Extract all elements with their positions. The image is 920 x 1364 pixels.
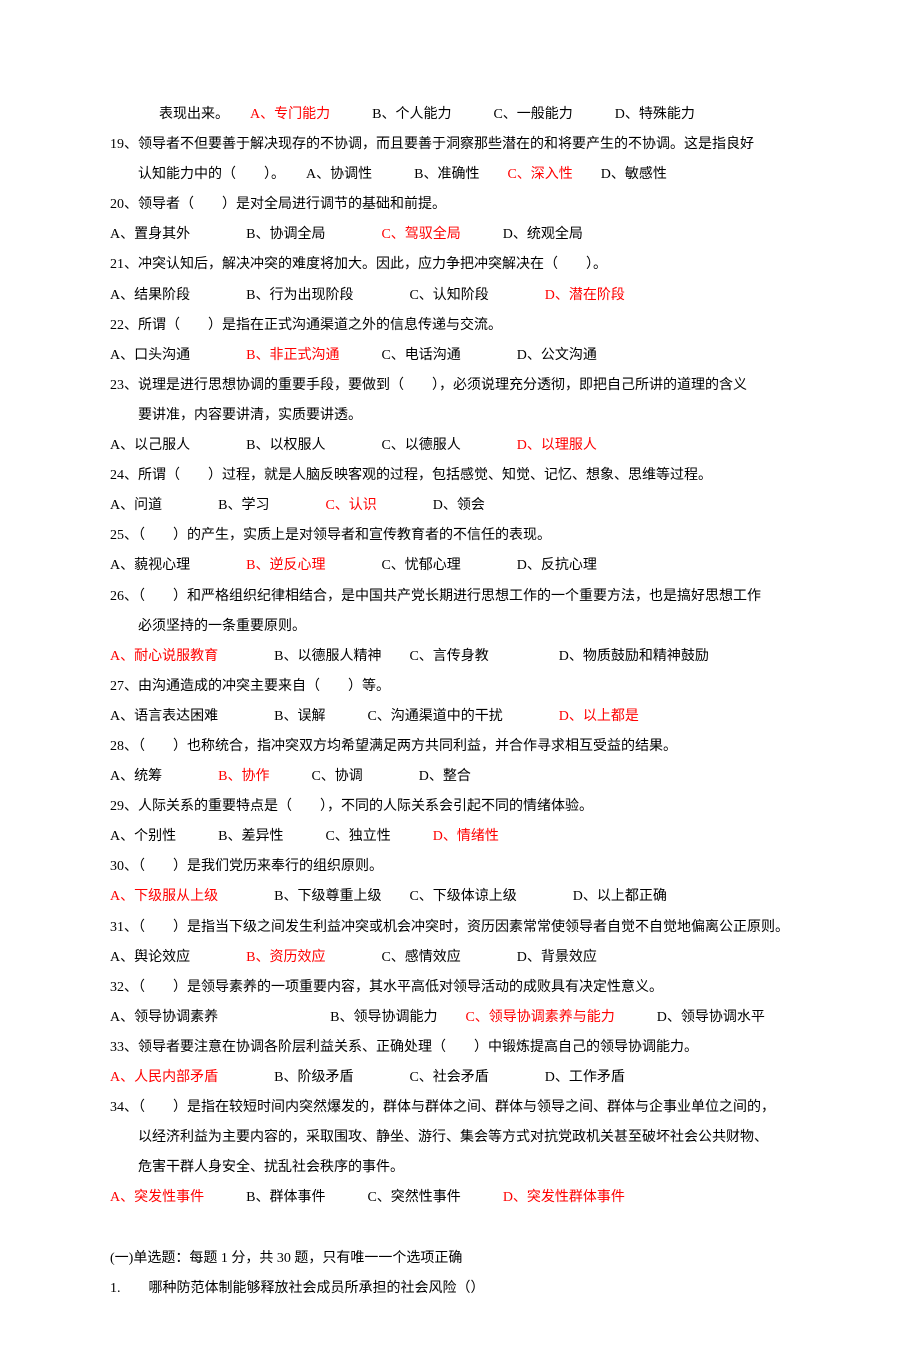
q25-a1: A、藐视心理 xyxy=(110,558,246,573)
q31-opts: A、舆论效应 B、资历效应 C、感情效应 D、背景效应 xyxy=(110,943,810,973)
q33-opts: A、人民内部矛盾 B、阶级矛盾 C、社会矛盾 D、工作矛盾 xyxy=(110,1063,810,1093)
q23-opt-d: D、以理服人 xyxy=(517,438,597,453)
q19-opt-d: D、敏感性 xyxy=(573,167,667,182)
q27-opts1: A、语言表达困难 B、误解 C、沟通渠道中的干扰 xyxy=(110,709,559,724)
q25-opt-b: B、逆反心理 xyxy=(246,558,325,573)
q26-rest: B、以德服人精神 C、言传身教 D、物质鼓励和精神鼓励 xyxy=(218,649,709,664)
q28-opts: A、统筹 B、协作 C、协调 D、整合 xyxy=(110,762,810,792)
q32-a1: A、领导协调素养 B、领导协调能力 xyxy=(110,1010,465,1025)
q30-opt-a: A、下级服从上级 xyxy=(110,889,218,904)
q25-a2: C、忧郁心理 D、反抗心理 xyxy=(325,558,596,573)
q21-opts: A、结果阶段 B、行为出现阶段 C、认知阶段 D、潜在阶段 xyxy=(110,281,810,311)
q24-a2: D、领会 xyxy=(377,498,485,513)
q20-opt-c: C、驾驭全局 xyxy=(381,227,460,242)
q27-opt-d: D、以上都是 xyxy=(559,709,639,724)
q29-stem: 29、人际关系的重要特点是（ ），不同的人际关系会引起不同的情绪体验。 xyxy=(110,792,810,822)
q19-stem: 19、领导者不但要善于解决现存的不协调，而且要善于洞察那些潜在的和将要产生的不协… xyxy=(110,130,810,160)
q34-opts: A、突发性事件 B、群体事件 C、突然性事件 D、突发性群体事件 xyxy=(110,1183,810,1213)
q32-a2: D、领导协调水平 xyxy=(615,1010,765,1025)
q32-opts: A、领导协调素养 B、领导协调能力 C、领导协调素养与能力 D、领导协调水平 xyxy=(110,1003,810,1033)
q30-opts: A、下级服从上级 B、下级尊重上级 C、下级体谅上级 D、以上都正确 xyxy=(110,882,810,912)
q33-opt-a: A、人民内部矛盾 xyxy=(110,1070,218,1085)
q32-opt-c: C、领导协调素养与能力 xyxy=(465,1010,614,1025)
q18-tail: 表现出来。 xyxy=(159,107,250,122)
q19-line2: 认知能力中的（ ）。 A、协调性 B、准确性 C、深入性 D、敏感性 xyxy=(110,160,810,190)
q25-opts: A、藐视心理 B、逆反心理 C、忧郁心理 D、反抗心理 xyxy=(110,551,810,581)
q23-opts: A、以己服人 B、以权服人 C、以德服人 D、以理服人 xyxy=(110,431,810,461)
q18-opt-a: A、专门能力 xyxy=(250,107,330,122)
q23-stem2: 要讲准，内容要讲清，实质要讲透。 xyxy=(110,401,810,431)
q21-stem: 21、冲突认知后，解决冲突的难度将加大。因此，应力争把冲突解决在（ ）。 xyxy=(110,250,810,280)
q22-a1: A、口头沟通 xyxy=(110,348,246,363)
q27-opts: A、语言表达困难 B、误解 C、沟通渠道中的干扰 D、以上都是 xyxy=(110,702,810,732)
q26-opts: A、耐心说服教育 B、以德服人精神 C、言传身教 D、物质鼓励和精神鼓励 xyxy=(110,642,810,672)
q30-stem: 30、（ ）是我们党历来奉行的组织原则。 xyxy=(110,852,810,882)
q26-opt-a: A、耐心说服教育 xyxy=(110,649,218,664)
q34-opt-a: A、突发性事件 xyxy=(110,1190,204,1205)
q25-stem: 25、（ ）的产生，实质上是对领导者和宣传教育者的不信任的表现。 xyxy=(110,521,810,551)
q20-opts2: D、统观全局 xyxy=(461,227,583,242)
q27-stem: 27、由沟通造成的冲突主要来自（ ）等。 xyxy=(110,672,810,702)
document-page: 表现出来。 A、专门能力 B、个人能力 C、一般能力 D、特殊能力 19、领导者… xyxy=(0,0,920,1364)
q20-opts: A、置身其外 B、协调全局 C、驾驭全局 D、统观全局 xyxy=(110,220,810,250)
q22-opts: A、口头沟通 B、非正式沟通 C、电话沟通 D、公文沟通 xyxy=(110,341,810,371)
q18-options: 表现出来。 A、专门能力 B、个人能力 C、一般能力 D、特殊能力 xyxy=(110,100,810,130)
q29-a1: A、个别性 B、差异性 C、独立性 xyxy=(110,829,433,844)
q23-opts1: A、以己服人 B、以权服人 C、以德服人 xyxy=(110,438,517,453)
q26-stem2: 必须坚持的一条重要原则。 xyxy=(110,612,810,642)
section2-heading: (一)单选题：每题 1 分，共 30 题，只有唯一一个选项正确 xyxy=(110,1244,810,1274)
q29-opt-d: D、情绪性 xyxy=(433,829,499,844)
blank-line xyxy=(110,1213,810,1243)
q19-opt-c: C、深入性 xyxy=(507,167,572,182)
q34-stem3: 危害干群人身安全、扰乱社会秩序的事件。 xyxy=(110,1153,810,1183)
q22-a2: C、电话沟通 D、公文沟通 xyxy=(339,348,596,363)
q28-opt-b: B、协作 xyxy=(218,769,269,784)
section2-q1: 1. 哪种防范体制能够释放社会成员所承担的社会风险（） xyxy=(110,1274,810,1304)
q31-opt-b: B、资历效应 xyxy=(246,950,325,965)
q34-opt-d: D、突发性群体事件 xyxy=(503,1190,625,1205)
q24-opts: A、问道 B、学习 C、认识 D、领会 xyxy=(110,491,810,521)
q22-opt-b: B、非正式沟通 xyxy=(246,348,339,363)
q21-opt-d: D、潜在阶段 xyxy=(545,288,625,303)
q28-stem: 28、（ ）也称统合，指冲突双方均希望满足两方共同利益，并合作寻求相互受益的结果… xyxy=(110,732,810,762)
q20-stem: 20、领导者（ ）是对全局进行调节的基础和前提。 xyxy=(110,190,810,220)
q29-opts: A、个别性 B、差异性 C、独立性 D、情绪性 xyxy=(110,822,810,852)
q34-mid: B、群体事件 C、突然性事件 xyxy=(204,1190,503,1205)
q28-a2: C、协调 D、整合 xyxy=(269,769,470,784)
q21-opts1: A、结果阶段 B、行为出现阶段 C、认知阶段 xyxy=(110,288,545,303)
q24-opt-c: C、认识 xyxy=(325,498,376,513)
q18-rest: B、个人能力 C、一般能力 D、特殊能力 xyxy=(330,107,695,122)
q34-stem2: 以经济利益为主要内容的，采取围攻、静坐、游行、集会等方式对抗党政机关甚至破坏社会… xyxy=(110,1123,810,1153)
q31-a1: A、舆论效应 xyxy=(110,950,246,965)
q33-stem: 33、领导者要注意在协调各阶层利益关系、正确处理（ ）中锻炼提高自己的领导协调能… xyxy=(110,1033,810,1063)
q33-rest: B、阶级矛盾 C、社会矛盾 D、工作矛盾 xyxy=(218,1070,625,1085)
q28-a1: A、统筹 xyxy=(110,769,218,784)
q34-stem: 34、（ ）是指在较短时间内突然爆发的，群体与群体之间、群体与领导之间、群体与企… xyxy=(110,1093,810,1123)
q31-stem: 31、（ ）是指当下级之间发生利益冲突或机会冲突时，资历因素常常使领导者自觉不自… xyxy=(110,913,810,943)
q31-a2: C、感情效应 D、背景效应 xyxy=(325,950,596,965)
q30-rest: B、下级尊重上级 C、下级体谅上级 D、以上都正确 xyxy=(218,889,667,904)
q24-a1: A、问道 B、学习 xyxy=(110,498,325,513)
q24-stem: 24、所谓（ ）过程，就是人脑反映客观的过程，包括感觉、知觉、记忆、想象、思维等… xyxy=(110,461,810,491)
q23-stem: 23、说理是进行思想协调的重要手段，要做到（ ），必须说理充分透彻，即把自己所讲… xyxy=(110,371,810,401)
q20-opts1: A、置身其外 B、协调全局 xyxy=(110,227,381,242)
q19-stem2: 认知能力中的（ ）。 A、协调性 B、准确性 xyxy=(138,167,507,182)
q32-stem: 32、（ ）是领导素养的一项重要内容，其水平高低对领导活动的成败具有决定性意义。 xyxy=(110,973,810,1003)
q22-stem: 22、所谓（ ）是指在正式沟通渠道之外的信息传递与交流。 xyxy=(110,311,810,341)
q26-stem: 26、（ ）和严格组织纪律相结合，是中国共产党长期进行思想工作的一个重要方法，也… xyxy=(110,582,810,612)
